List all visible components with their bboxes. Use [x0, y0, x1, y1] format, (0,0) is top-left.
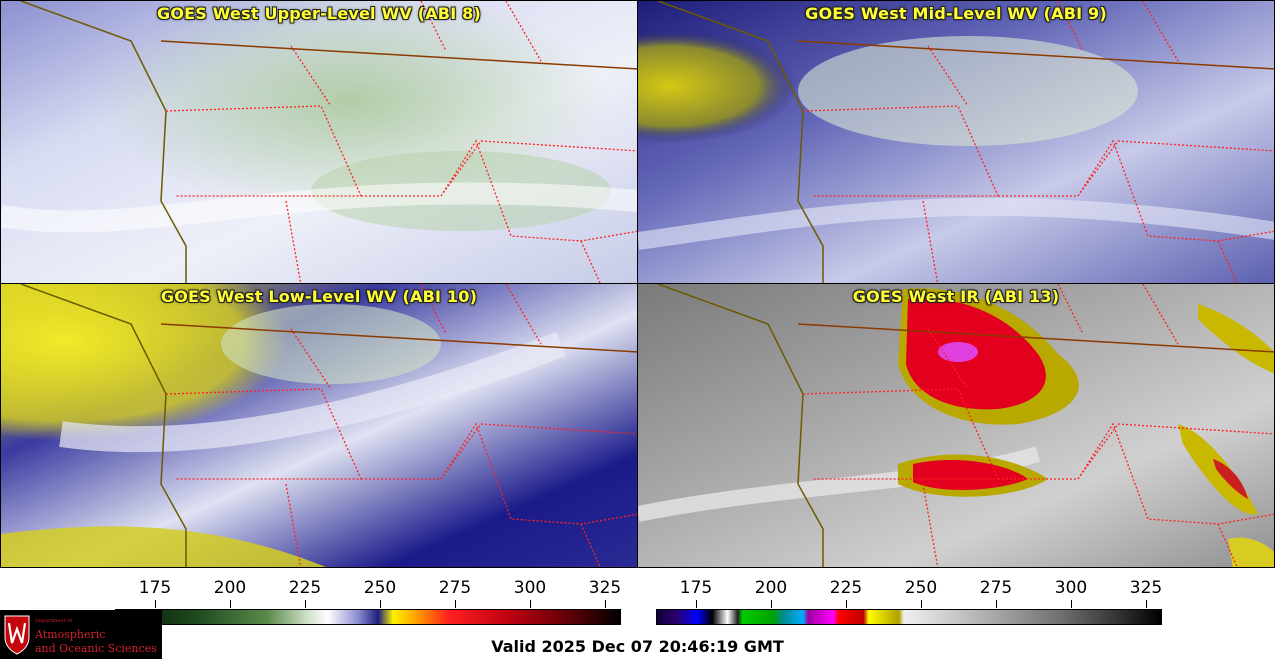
aos-logo: Department of Atmospheric and Oceanic Sc… [0, 610, 162, 659]
wv-tick-mark [305, 600, 306, 608]
ir-tick-mark [771, 600, 772, 608]
logo-line-atmos: Atmospheric [35, 628, 106, 641]
valid-time: Valid 2025 Dec 07 20:46:19 GMT [491, 637, 784, 656]
panel-title: GOES West Mid-Level WV (ABI 9) [805, 4, 1107, 23]
map-low-wv [1, 284, 637, 567]
wv-tick-label: 300 [513, 578, 547, 598]
ir-tick-label: 275 [979, 578, 1013, 598]
panel-upper-wv: GOES West Upper-Level WV (ABI 8) [0, 0, 638, 284]
wv-tick-mark [230, 600, 231, 608]
wv-tick-label: 325 [588, 578, 622, 598]
wv-tick-label: 175 [138, 578, 172, 598]
panel-ir: GOES West IR (ABI 13) [637, 283, 1275, 568]
wv-tick-mark [455, 600, 456, 608]
logo-line-dept: Department of [35, 618, 72, 624]
wv-tick-mark [605, 600, 606, 608]
map-ir [638, 284, 1274, 567]
map-upper-wv [1, 1, 637, 283]
ir-tick-label: 325 [1129, 578, 1163, 598]
ir-tick-label: 175 [679, 578, 713, 598]
ir-tick-label: 200 [754, 578, 788, 598]
logo-line-oceanic: and Oceanic Sciences [35, 642, 157, 655]
panel-title: GOES West Upper-Level WV (ABI 8) [157, 4, 481, 23]
ir-tick-mark [696, 600, 697, 608]
ir-tick-mark [921, 600, 922, 608]
ir-tick-mark [1146, 600, 1147, 608]
ir-tick-label: 300 [1054, 578, 1088, 598]
ir-tick-mark [846, 600, 847, 608]
map-mid-wv [638, 1, 1274, 283]
ir-tick-mark [1071, 600, 1072, 608]
panel-title: GOES West Low-Level WV (ABI 10) [160, 287, 478, 306]
wv-tick-mark [155, 600, 156, 608]
wv-tick-label: 275 [438, 578, 472, 598]
wv-tick-mark [380, 600, 381, 608]
wv-colorbar [115, 609, 621, 625]
wv-tick-label: 250 [363, 578, 397, 598]
ir-tick-label: 225 [829, 578, 863, 598]
ir-tick-label: 250 [904, 578, 938, 598]
wv-tick-label: 225 [288, 578, 322, 598]
panel-title: GOES West IR (ABI 13) [852, 287, 1060, 306]
wv-tick-mark [530, 600, 531, 608]
ir-tick-mark [996, 600, 997, 608]
panel-mid-wv: GOES West Mid-Level WV (ABI 9) [637, 0, 1275, 284]
ir-colorbar [656, 609, 1162, 625]
wv-tick-label: 200 [213, 578, 247, 598]
uw-crest-icon [4, 615, 30, 655]
panel-low-wv: GOES West Low-Level WV (ABI 10) [0, 283, 638, 568]
